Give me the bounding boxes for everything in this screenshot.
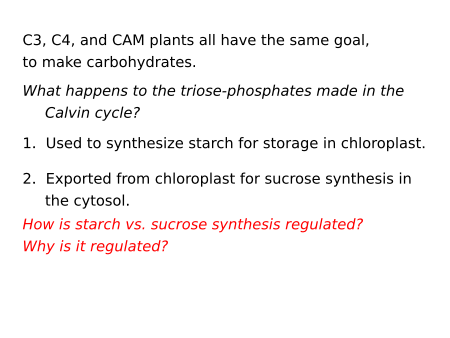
Text: 1.  Used to synthesize starch for storage in chloroplast.: 1. Used to synthesize starch for storage… [22, 136, 428, 151]
Text: the cytosol.: the cytosol. [45, 194, 130, 209]
Text: Calvin cycle?: Calvin cycle? [45, 106, 140, 121]
Text: Why is it regulated?: Why is it regulated? [22, 239, 169, 254]
Text: to make carbohydrates.: to make carbohydrates. [22, 55, 198, 70]
Text: 2.  Exported from chloroplast for sucrose synthesis in: 2. Exported from chloroplast for sucrose… [22, 172, 414, 187]
Text: What happens to the triose-phosphates made in the: What happens to the triose-phosphates ma… [22, 84, 405, 99]
Text: C3, C4, and CAM plants all have the same goal,: C3, C4, and CAM plants all have the same… [22, 33, 371, 48]
Text: How is starch vs. sucrose synthesis regulated?: How is starch vs. sucrose synthesis regu… [22, 217, 364, 232]
